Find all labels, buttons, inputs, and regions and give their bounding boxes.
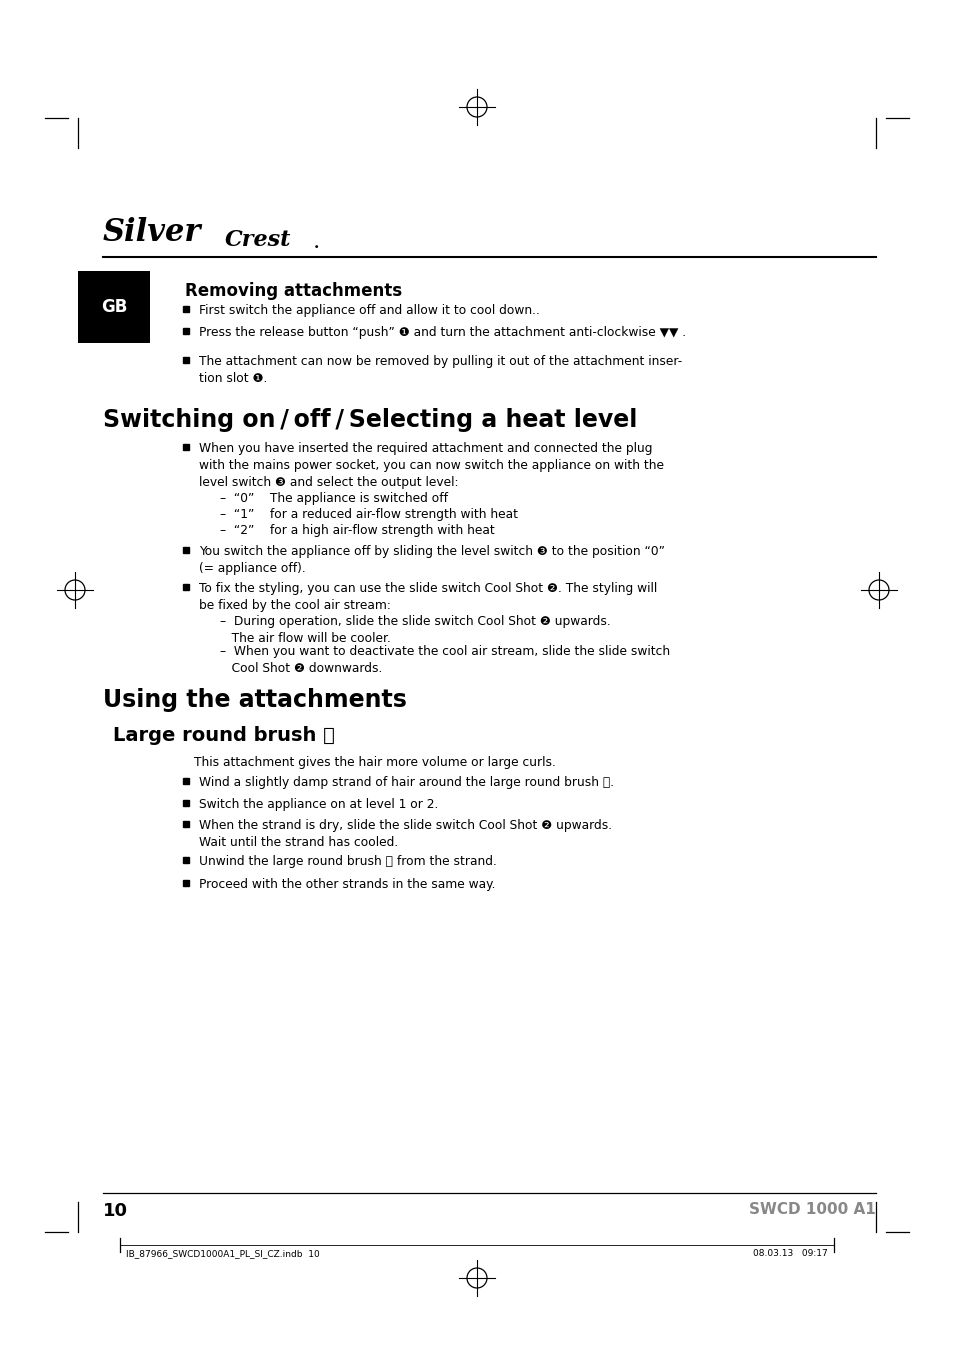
- Text: Removing attachments: Removing attachments: [185, 282, 402, 300]
- Bar: [183, 328, 189, 333]
- Text: Press the release button “push” ❶ and turn the attachment anti-clockwise ▼▼ .: Press the release button “push” ❶ and tu…: [199, 325, 685, 339]
- Text: Using the attachments: Using the attachments: [103, 688, 406, 711]
- Text: 08.03.13   09:17: 08.03.13 09:17: [753, 1249, 827, 1258]
- Bar: [183, 356, 189, 363]
- Text: This attachment gives the hair more volume or large curls.: This attachment gives the hair more volu…: [193, 756, 556, 770]
- Text: You switch the appliance off by sliding the level switch ❸ to the position “0”
(: You switch the appliance off by sliding …: [199, 545, 664, 575]
- Bar: [183, 821, 189, 828]
- Text: –  “0”    The appliance is switched off: – “0” The appliance is switched off: [220, 491, 448, 505]
- Text: –  “2”    for a high air-flow strength with heat: – “2” for a high air-flow strength with …: [220, 524, 495, 537]
- Bar: [183, 444, 189, 450]
- Text: GB: GB: [101, 298, 127, 316]
- Text: The attachment can now be removed by pulling it out of the attachment inser-
tio: The attachment can now be removed by pul…: [199, 355, 681, 385]
- Text: Switch the appliance on at level 1 or 2.: Switch the appliance on at level 1 or 2.: [199, 798, 438, 811]
- Text: –  When you want to deactivate the cool air stream, slide the slide switch
   Co: – When you want to deactivate the cool a…: [220, 645, 669, 675]
- Text: SWCD 1000 A1: SWCD 1000 A1: [748, 1202, 875, 1216]
- Bar: [183, 880, 189, 886]
- Bar: [183, 585, 189, 590]
- Text: ·: ·: [314, 242, 319, 255]
- Text: When the strand is dry, slide the slide switch Cool Shot ❷ upwards.
Wait until t: When the strand is dry, slide the slide …: [199, 819, 612, 849]
- Text: When you have inserted the required attachment and connected the plug
with the m: When you have inserted the required atta…: [199, 441, 663, 489]
- Text: Wind a slightly damp strand of hair around the large round brush ⑪.: Wind a slightly damp strand of hair arou…: [199, 776, 614, 788]
- Text: First switch the appliance off and allow it to cool down..: First switch the appliance off and allow…: [199, 304, 539, 317]
- Bar: [183, 306, 189, 312]
- Text: IB_87966_SWCD1000A1_PL_SI_CZ.indb  10: IB_87966_SWCD1000A1_PL_SI_CZ.indb 10: [126, 1249, 319, 1258]
- Text: –  “1”    for a reduced air-flow strength with heat: – “1” for a reduced air-flow strength wi…: [220, 508, 517, 521]
- Bar: [183, 547, 189, 553]
- Bar: [183, 801, 189, 806]
- Bar: [78, 271, 150, 343]
- Text: Proceed with the other strands in the same way.: Proceed with the other strands in the sa…: [199, 878, 495, 891]
- Bar: [183, 857, 189, 863]
- Text: –  During operation, slide the slide switch Cool Shot ❷ upwards.
   The air flow: – During operation, slide the slide swit…: [220, 616, 610, 645]
- Text: Switching on / off / Selecting a heat level: Switching on / off / Selecting a heat le…: [103, 408, 637, 432]
- Text: Unwind the large round brush ⑪ from the strand.: Unwind the large round brush ⑪ from the …: [199, 855, 497, 868]
- Text: 10: 10: [103, 1202, 128, 1220]
- Text: Silver: Silver: [103, 217, 201, 248]
- Text: Crest: Crest: [225, 230, 291, 251]
- Text: Large round brush ⑪: Large round brush ⑪: [112, 726, 335, 745]
- Bar: [183, 778, 189, 784]
- Text: To fix the styling, you can use the slide switch Cool Shot ❷. The styling will
b: To fix the styling, you can use the slid…: [199, 582, 657, 612]
